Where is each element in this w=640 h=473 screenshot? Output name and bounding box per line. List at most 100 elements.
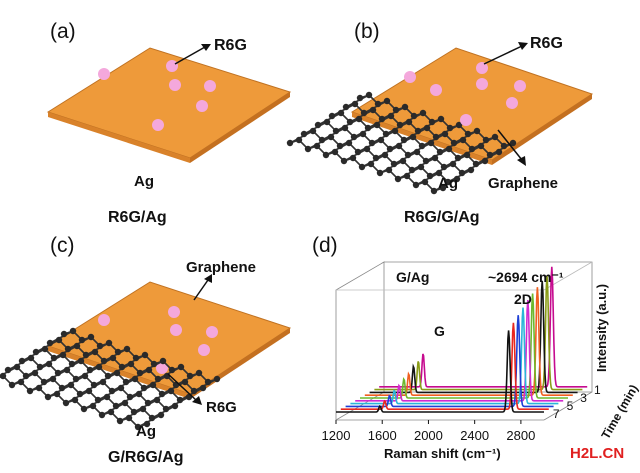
carbon-atom xyxy=(125,414,133,422)
r6g-molecule xyxy=(170,324,182,336)
carbon-atom xyxy=(449,160,457,168)
2d-peak-label: 2D xyxy=(514,291,532,307)
carbon-atom xyxy=(509,139,517,147)
x-tick-label: 2400 xyxy=(460,428,489,443)
r6g-molecule xyxy=(196,100,208,112)
arrow-head xyxy=(201,44,211,51)
panel-a-caption: R6G/Ag xyxy=(108,209,167,226)
carbon-atom xyxy=(90,381,98,389)
carbon-atom xyxy=(392,106,400,114)
carbon-atom xyxy=(363,145,371,153)
carbon-atom xyxy=(121,399,129,407)
carbon-atom xyxy=(18,357,26,365)
carbon-atom xyxy=(148,414,156,422)
carbon-atom xyxy=(55,336,63,344)
panel-a-tag: (a) xyxy=(50,20,76,43)
panel-b-caption: R6G/G/Ag xyxy=(404,209,480,226)
carbon-atom xyxy=(468,145,476,153)
carbon-atom xyxy=(414,127,422,135)
carbon-atom xyxy=(428,118,436,126)
r6g-molecule xyxy=(166,60,178,72)
carbon-atom xyxy=(80,405,88,413)
carbon-atom xyxy=(82,351,90,359)
carbon-atom xyxy=(413,148,421,156)
r6g-molecule xyxy=(169,79,181,91)
carbon-atom xyxy=(177,363,185,371)
carbon-atom xyxy=(171,402,179,410)
carbon-atom xyxy=(354,148,362,156)
carbon-atom xyxy=(32,348,40,356)
spectrum-line xyxy=(374,275,583,391)
carbon-atom xyxy=(401,103,409,111)
r6g-molecules xyxy=(98,306,218,374)
carbon-atom xyxy=(87,333,95,341)
panel-b-substrate-label: Ag xyxy=(438,175,458,192)
substrate-edge xyxy=(48,112,190,163)
carbon-atom xyxy=(383,97,391,105)
carbon-atom xyxy=(360,109,368,117)
carbon-atom xyxy=(168,366,176,374)
substrate-edge xyxy=(492,94,592,165)
time-tick-label: 1 xyxy=(594,383,601,397)
x-axis-ticks: 1200 1600 2000 2400 2800 xyxy=(322,420,535,443)
carbon-atom xyxy=(117,384,125,392)
carbon-atom xyxy=(431,154,439,162)
time-axis-label: Time (min) xyxy=(598,382,640,441)
carbon-atom xyxy=(78,336,86,344)
carbon-atom xyxy=(369,106,377,114)
graphene-pointer-arrow xyxy=(193,279,209,301)
carbon-atom xyxy=(108,387,116,395)
carbon-atom xyxy=(36,363,44,371)
graphene-sheet xyxy=(286,91,517,195)
carbon-atom xyxy=(331,148,339,156)
r6g-molecule xyxy=(460,114,472,126)
carbon-atom xyxy=(314,121,322,129)
time-tick-label: 3 xyxy=(580,391,587,405)
carbon-atom xyxy=(441,130,449,138)
carbon-atom xyxy=(349,154,357,162)
carbon-atom xyxy=(439,184,447,192)
carbon-atom xyxy=(327,133,335,141)
carbon-atom xyxy=(408,166,416,174)
carbon-atom xyxy=(44,393,52,401)
carbon-atom xyxy=(190,387,198,395)
carbon-atom xyxy=(455,121,463,129)
r6g-pointer-arrow xyxy=(167,373,197,401)
carbon-atom xyxy=(31,369,39,377)
panel-b-r6g-label: R6G xyxy=(530,35,563,52)
panel-c-r6g-label: R6G xyxy=(206,399,237,416)
carbon-atom xyxy=(159,357,167,365)
carbon-atom xyxy=(89,402,97,410)
carbon-atom xyxy=(377,136,385,144)
carbon-atom xyxy=(126,393,134,401)
carbon-atom xyxy=(68,360,76,368)
carbon-atom xyxy=(118,363,126,371)
carbon-atom xyxy=(195,369,203,377)
carbon-atom xyxy=(100,357,108,365)
carbon-atom xyxy=(500,142,508,150)
carbon-atom xyxy=(199,384,207,392)
carbon-atom xyxy=(54,369,62,377)
carbon-atom xyxy=(337,109,345,117)
substrate-edge xyxy=(352,112,492,165)
carbon-atom xyxy=(450,139,458,147)
carbon-atom xyxy=(112,402,120,410)
carbon-atom xyxy=(153,396,161,404)
raman-spectra xyxy=(336,266,588,413)
spectrum-line xyxy=(336,330,544,413)
carbon-atom xyxy=(419,109,427,117)
r6g-molecule xyxy=(514,80,526,92)
x-axis-label: Raman shift (cm⁻¹) xyxy=(384,446,501,461)
carbon-atom xyxy=(463,151,471,159)
2d-peak-position-label: ~2694 cm⁻¹ xyxy=(488,269,564,285)
carbon-atom xyxy=(387,112,395,120)
carbon-atom xyxy=(421,178,429,186)
arrow-head xyxy=(517,156,526,166)
carbon-atom xyxy=(149,381,157,389)
carbon-atom xyxy=(435,169,443,177)
carbon-atom xyxy=(359,130,367,138)
carbon-atom xyxy=(318,136,326,144)
carbon-atom xyxy=(53,390,61,398)
